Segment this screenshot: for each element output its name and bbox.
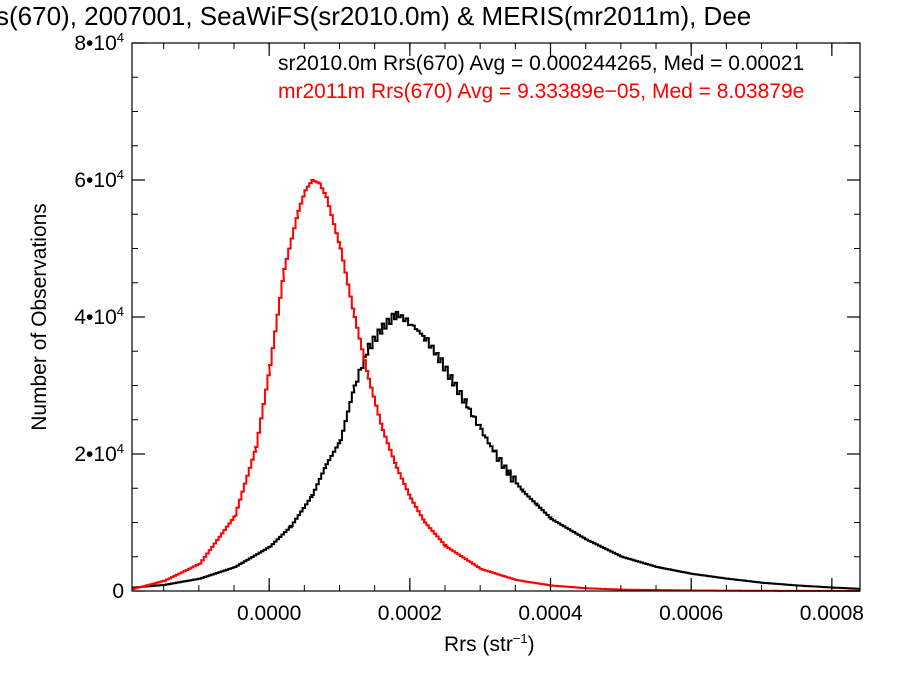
series-line-0	[132, 310, 860, 590]
y-tick-label-2: 4•104	[74, 304, 124, 329]
y-tick-label-4: 8•104	[74, 30, 124, 55]
annotation-black: sr2010.0m Rrs(670) Avg = 0.000244265, Me…	[278, 52, 804, 75]
chart-title: s(670), 2007001, SeaWiFS(sr2010.0m) & ME…	[0, 1, 751, 31]
annotation-red: mr2011m Rrs(670) Avg = 9.33389e−05, Med …	[278, 80, 804, 103]
plot-frame	[131, 42, 861, 592]
y-tick-label-0: 0	[112, 580, 124, 603]
y-axis-ticks: 0 2•104 4•104 6•104 8•104	[74, 30, 860, 603]
x-tick-label-0: 0.0000	[237, 602, 301, 625]
x-tick-label-4: 0.0008	[800, 602, 864, 625]
x-axis-label-close: )	[528, 633, 535, 656]
x-axis-ticks: 0.0000 0.0002 0.0004 0.0006 0.0008	[163, 43, 864, 625]
series-line-1	[132, 179, 860, 592]
x-axis-label-sup: −1	[513, 631, 528, 646]
series-layer	[132, 179, 860, 592]
x-axis-label: Rrs (str−1)	[444, 631, 535, 656]
x-tick-label-1: 0.0002	[378, 602, 442, 625]
x-tick-label-3: 0.0006	[659, 602, 723, 625]
x-tick-label-2: 0.0004	[518, 602, 583, 625]
y-tick-label-3: 6•104	[74, 167, 124, 192]
y-tick-label-1: 2•104	[74, 441, 124, 466]
x-axis-label-text: Rrs (str	[444, 633, 513, 656]
y-axis-label: Number of Observations	[28, 203, 51, 431]
